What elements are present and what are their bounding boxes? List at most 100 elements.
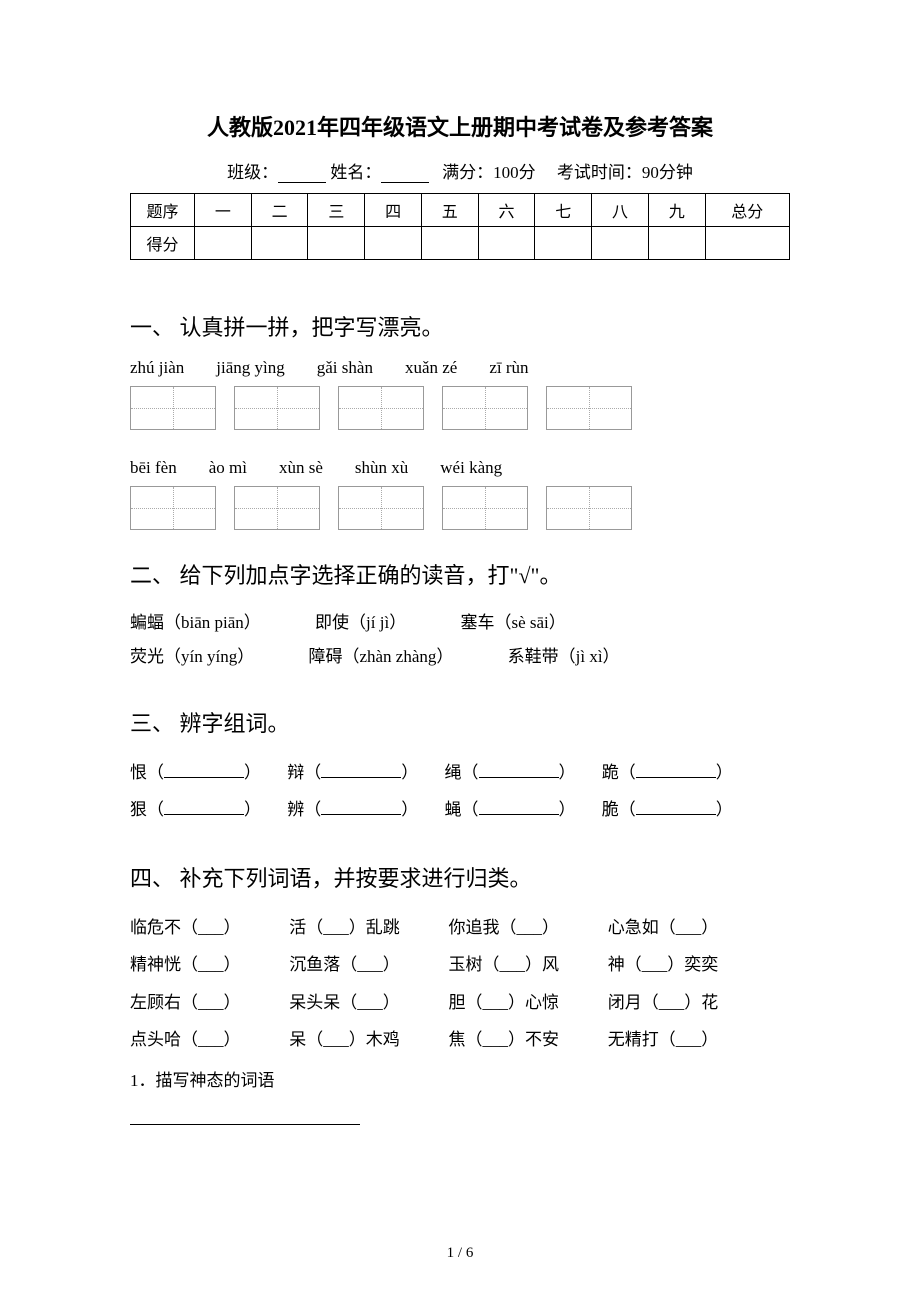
q2-item: 塞车（sè sāi） (460, 606, 565, 640)
section-header: 四、 补充下列词语，并按要求进行归类。 (130, 861, 790, 893)
class-blank (278, 165, 326, 183)
q4-item: 无精打（___） (608, 1021, 763, 1058)
col-cell: 九 (648, 194, 705, 227)
q3-item: 脆（） (602, 791, 733, 828)
section-header: 二、 给下列加点字选择正确的读音，打"√"。 (130, 558, 790, 590)
score-cell (308, 227, 365, 260)
pinyin: bēi fèn (130, 458, 177, 478)
score-cell (421, 227, 478, 260)
q2-item: 荧光（yín yíng） (130, 640, 254, 674)
char-box (130, 486, 216, 530)
score-cell (705, 227, 789, 260)
score-cell (195, 227, 252, 260)
score-table: 题序 一 二 三 四 五 六 七 八 九 总分 得分 (130, 193, 790, 260)
score-cell (592, 227, 649, 260)
col-cell: 七 (535, 194, 592, 227)
row-label: 题序 (131, 194, 195, 227)
char-boxes-row (130, 386, 790, 430)
char-box (546, 386, 632, 430)
score-cell (535, 227, 592, 260)
pinyin: xuǎn zé (405, 358, 457, 378)
pinyin: zhú jiàn (130, 358, 184, 378)
score-cell (365, 227, 422, 260)
q4-item: 临危不（___） (130, 909, 285, 946)
pinyin: zī rùn (489, 358, 528, 378)
section-1: 一、 认真拼一拼，把字写漂亮。 zhú jiàn jiāng yìng gǎi … (130, 310, 790, 530)
q3-item: 狠（） (130, 791, 261, 828)
q4-item: 玉树（___）风 (449, 946, 604, 983)
q4-item: 你追我（___） (449, 909, 604, 946)
q3-item: 蝇（） (445, 791, 576, 828)
char-box (234, 486, 320, 530)
section-2: 二、 给下列加点字选择正确的读音，打"√"。 蝙蝠（biān piān） 即使（… (130, 558, 790, 674)
score-cell (478, 227, 535, 260)
q2-item: 系鞋带（jì xì） (508, 640, 620, 674)
col-cell: 二 (251, 194, 308, 227)
page-number: 1 / 6 (0, 1245, 920, 1262)
char-box (546, 486, 632, 530)
pinyin-row: bēi fèn ào mì xùn sè shùn xù wéi kàng (130, 458, 790, 478)
char-box (442, 386, 528, 430)
col-cell: 八 (592, 194, 649, 227)
q4-item: 呆（___）木鸡 (289, 1021, 444, 1058)
q4-item: 焦（___）不安 (449, 1021, 604, 1058)
q4-item: 左顾右（___） (130, 984, 285, 1021)
q2-item: 蝙蝠（biān piān） (130, 606, 261, 640)
col-cell: 总分 (705, 194, 789, 227)
char-boxes-row (130, 486, 790, 530)
q3-item: 辩（） (287, 754, 418, 791)
q4-note: 1．描写神态的词语 (130, 1066, 790, 1091)
col-cell: 五 (421, 194, 478, 227)
pinyin: shùn xù (355, 458, 408, 478)
fullscore-label: 满分：100分 (442, 163, 536, 182)
score-cell (251, 227, 308, 260)
pinyin: wéi kàng (440, 458, 502, 478)
q2-item: 障碍（zhàn zhàng） (308, 640, 453, 674)
char-box (130, 386, 216, 430)
q3-item: 辨（） (287, 791, 418, 828)
q2-item: 即使（jí jì） (315, 606, 406, 640)
q4-item: 闭月（___）花 (608, 984, 763, 1021)
meta-line: 班级： 姓名： 满分：100分 考试时间：90分钟 (130, 158, 790, 183)
section-header: 三、 辨字组词。 (130, 706, 790, 738)
col-cell: 三 (308, 194, 365, 227)
q4-item: 活（___）乱跳 (289, 909, 444, 946)
table-row: 题序 一 二 三 四 五 六 七 八 九 总分 (131, 194, 790, 227)
answer-line (130, 1097, 360, 1125)
q3-item: 绳（） (445, 754, 576, 791)
char-box (234, 386, 320, 430)
col-cell: 四 (365, 194, 422, 227)
section-header: 一、 认真拼一拼，把字写漂亮。 (130, 310, 790, 342)
q3-item: 恨（） (130, 754, 261, 791)
pinyin-row: zhú jiàn jiāng yìng gǎi shàn xuǎn zé zī … (130, 358, 790, 378)
table-row: 得分 (131, 227, 790, 260)
q4-item: 心急如（___） (608, 909, 763, 946)
document-title: 人教版2021年四年级语文上册期中考试卷及参考答案 (130, 110, 790, 142)
q4-item: 点头哈（___） (130, 1021, 285, 1058)
char-box (442, 486, 528, 530)
section-3: 三、 辨字组词。 恨（） 辩（） 绳（） 跪（） 狠（） 辨（） 蝇（） 脆（） (130, 706, 790, 829)
pinyin: xùn sè (279, 458, 323, 478)
q2-content: 蝙蝠（biān piān） 即使（jí jì） 塞车（sè sāi） 荧光（yí… (130, 606, 790, 674)
char-box (338, 486, 424, 530)
q4-item: 胆（___）心惊 (449, 984, 604, 1021)
time-label: 考试时间：90分钟 (557, 163, 693, 182)
q3-content: 恨（） 辩（） 绳（） 跪（） 狠（） 辨（） 蝇（） 脆（） (130, 754, 790, 829)
row-label: 得分 (131, 227, 195, 260)
score-cell (648, 227, 705, 260)
pinyin: gǎi shàn (317, 358, 373, 378)
name-label: 姓名： (330, 163, 381, 182)
section-4: 四、 补充下列词语，并按要求进行归类。 临危不（___） 活（___）乱跳 你追… (130, 861, 790, 1126)
pinyin: ào mì (209, 458, 247, 478)
q4-item: 精神恍（___） (130, 946, 285, 983)
col-cell: 一 (195, 194, 252, 227)
q3-item: 跪（） (602, 754, 733, 791)
col-cell: 六 (478, 194, 535, 227)
name-blank (381, 165, 429, 183)
q4-item: 神（___）奕奕 (608, 946, 763, 983)
class-label: 班级： (227, 163, 278, 182)
char-box (338, 386, 424, 430)
q4-item: 呆头呆（___） (289, 984, 444, 1021)
pinyin: jiāng yìng (216, 358, 284, 378)
q4-item: 沉鱼落（___） (289, 946, 444, 983)
